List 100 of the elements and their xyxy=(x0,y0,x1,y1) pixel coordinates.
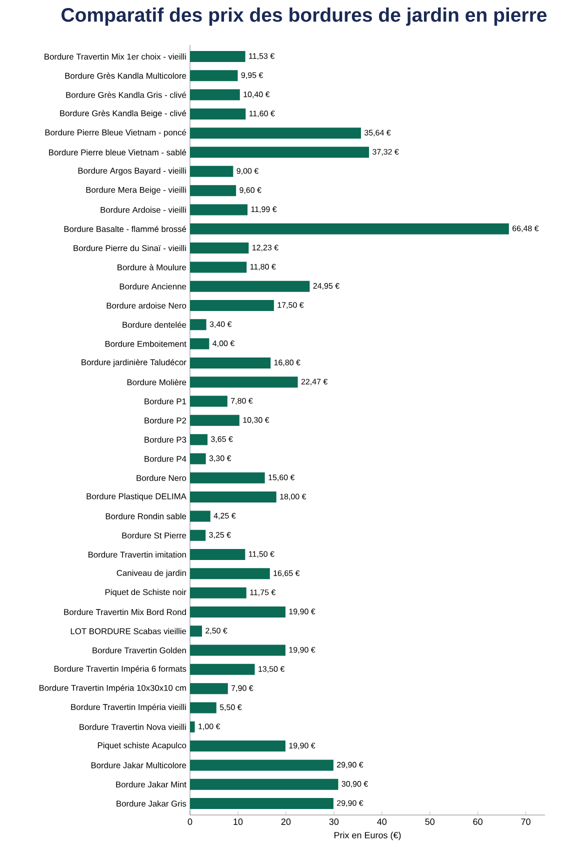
bar xyxy=(190,223,509,234)
bar xyxy=(190,108,246,120)
bar xyxy=(190,568,270,580)
bar xyxy=(190,492,276,503)
y-tick-label: Bordure Nero xyxy=(136,474,186,481)
data-label: 7,90 € xyxy=(232,685,254,692)
data-label: 11,53 € xyxy=(249,53,274,60)
bar xyxy=(190,606,286,618)
data-label: 2,50 € xyxy=(206,628,228,634)
data-label: 29,90 € xyxy=(337,800,364,807)
y-tick-label: Bordure Travertin imitation xyxy=(88,551,186,558)
bar xyxy=(190,376,298,388)
y-tick-label: Bordure Travertin Impéria 6 formats xyxy=(54,665,186,674)
y-tick-label: Bordure Jakar Gris xyxy=(116,800,186,807)
y-tick-label: Bordure ardoise Nero xyxy=(106,302,186,309)
y-tick-label: Bordure jardinière Taludécor xyxy=(82,358,186,367)
data-label: 10,30 € xyxy=(243,417,270,424)
bar xyxy=(190,414,240,426)
bar xyxy=(190,798,334,810)
bar xyxy=(190,50,246,62)
data-label: 19,90 € xyxy=(289,646,316,654)
bar xyxy=(190,300,274,312)
y-tick-label: Bordure Ancienne xyxy=(120,283,186,290)
data-label: 11,80 € xyxy=(250,264,276,270)
data-label: 3,40 € xyxy=(210,321,232,328)
y-tick-label: Bordure P1 xyxy=(144,398,186,404)
y-tick-label: Bordure Grès Kandla Beige - clivé xyxy=(60,110,186,118)
data-label: 15,60 € xyxy=(268,474,295,482)
data-label: 29,90 € xyxy=(337,762,364,768)
y-tick-label: Bordure Jakar Mint xyxy=(116,781,186,788)
chart-title: Comparatif des prix des bordures de jardin en pierre xyxy=(62,8,547,26)
y-tick-label: Bordure Mera Beige - vieilli xyxy=(86,186,186,194)
y-tick-label: Bordure Rondin sable xyxy=(106,513,186,520)
x-tick-label: 0 xyxy=(188,818,192,825)
data-label: 11,99 € xyxy=(251,206,277,214)
y-tick-label: Bordure P3 xyxy=(144,436,186,443)
bar xyxy=(190,338,210,350)
data-label: 11,75 € xyxy=(250,590,276,596)
y-tick-label: LOT BORDURE Scabas vieillie xyxy=(70,628,186,634)
y-tick-label: Bordure Argos Bayard - vieilli xyxy=(78,168,186,176)
bar xyxy=(190,185,236,196)
y-tick-label: Bordure Grès Kandla Multicolore xyxy=(65,72,186,79)
x-tick-label: 70 xyxy=(521,818,530,825)
data-label: 3,30 € xyxy=(209,455,232,462)
bar xyxy=(190,146,370,158)
y-tick-label: Bordure Grès Kandla Gris - clivé xyxy=(66,92,186,98)
data-label: 22,47 € xyxy=(301,378,328,386)
y-tick-label: Bordure Travertin Impéria vieilli xyxy=(71,704,186,712)
data-label: 9,00 € xyxy=(236,168,258,175)
bar xyxy=(190,683,228,694)
bar xyxy=(190,702,216,714)
bar xyxy=(190,89,240,100)
data-label: 12,23 € xyxy=(252,244,278,252)
bar xyxy=(190,434,208,446)
data-label: 9,95 € xyxy=(241,72,264,79)
data-label: 30,90 € xyxy=(342,781,368,788)
data-label: 3,25 € xyxy=(209,532,231,539)
data-label: 4,00 € xyxy=(212,340,234,348)
bar xyxy=(190,242,249,254)
bar xyxy=(190,472,265,484)
data-label: 3,65 € xyxy=(211,436,233,443)
y-tick-label: Bordure Emboitement xyxy=(105,340,186,347)
bar xyxy=(190,262,247,273)
y-tick-label: Piquet de Schiste noir xyxy=(105,588,186,597)
y-tick-label: Caniveau de jardin xyxy=(116,570,186,578)
x-tick-label: 60 xyxy=(473,818,482,825)
y-tick-label: Bordure Ardoise - vieilli xyxy=(100,206,186,213)
data-label: 10,40 € xyxy=(244,92,270,98)
y-tick-label: Bordure Pierre du Sinaï - vieilli xyxy=(74,244,186,252)
y-tick-label: Bordure Molière xyxy=(127,378,186,386)
y-tick-label: Bordure Plastique DELIMA xyxy=(86,493,186,501)
data-label: 7,80 € xyxy=(231,398,253,405)
bar xyxy=(190,128,361,139)
data-label: 19,90 € xyxy=(289,608,316,616)
y-tick-label: Bordure Pierre bleue Vietnam - sablé xyxy=(49,149,186,156)
x-tick-label: 40 xyxy=(377,818,387,825)
y-tick-label: Bordure Travertin Impéria 10x30x10 cm xyxy=(39,684,186,693)
data-label: 37,32 € xyxy=(372,148,399,156)
data-label: 13,50 € xyxy=(258,666,285,673)
data-label: 1,00 € xyxy=(198,724,220,730)
bar xyxy=(190,644,286,656)
bar xyxy=(190,549,246,560)
y-tick-label: Bordure à Moulure xyxy=(118,264,186,270)
x-tick-label: 50 xyxy=(425,818,435,825)
bar xyxy=(190,70,238,82)
bar xyxy=(190,453,206,464)
bar xyxy=(190,166,234,177)
data-label: 16,80 € xyxy=(274,360,300,366)
bar xyxy=(190,587,246,598)
data-label: 66,48 € xyxy=(512,226,539,232)
y-tick-label: Bordure Travertin Golden xyxy=(92,647,186,654)
bar xyxy=(190,530,206,541)
bar xyxy=(190,760,334,771)
bar xyxy=(190,357,271,368)
y-tick-label: Bordure Travertin Mix 1er choix - vieilli xyxy=(44,53,186,60)
y-tick-label: Piquet schiste Acapulco xyxy=(98,742,186,750)
bar xyxy=(190,510,210,522)
bar xyxy=(190,626,202,637)
y-tick-label: Bordure Travertin Mix Bord Rond xyxy=(64,608,186,616)
y-tick-label: Bordure P2 xyxy=(144,417,186,424)
